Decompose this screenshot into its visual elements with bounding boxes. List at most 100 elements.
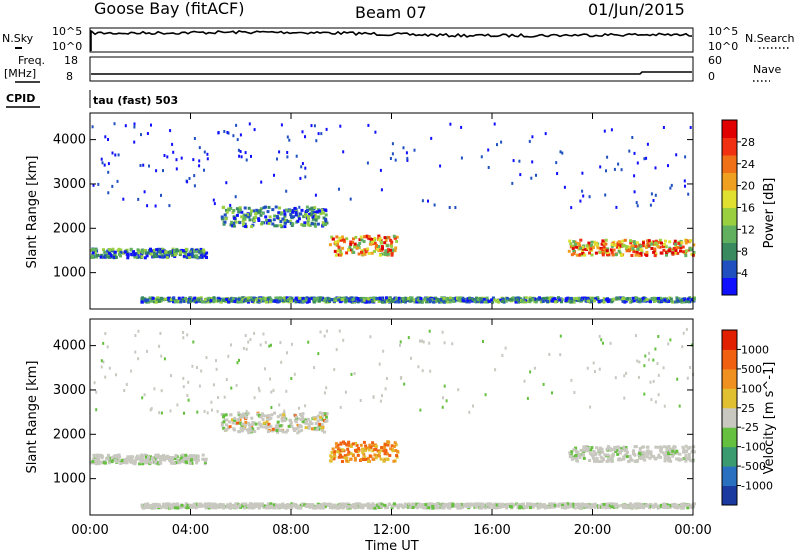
- echo-cell: [286, 503, 290, 506]
- echo-cell: [590, 240, 594, 244]
- echo-cell: [316, 419, 320, 423]
- echo-cell: [325, 300, 329, 304]
- echo-cell: [633, 459, 637, 463]
- echo-cell: [337, 245, 341, 249]
- echo-cell: [618, 246, 621, 250]
- echo-cell: [272, 218, 276, 222]
- echo-cell: [595, 244, 599, 248]
- echo-cell: [300, 223, 304, 227]
- echo-cell: [617, 162, 620, 166]
- colorbar-swatch: [722, 368, 737, 389]
- echo-cell: [102, 341, 105, 345]
- echo-cell: [352, 237, 355, 241]
- echo-cell: [310, 124, 313, 128]
- colorbar-tick-label: -25: [741, 421, 759, 434]
- echo-cell: [641, 241, 645, 245]
- echo-cell: [95, 453, 99, 457]
- echo-cell: [433, 296, 437, 300]
- echo-cell: [141, 396, 144, 400]
- echo-cell: [372, 504, 375, 508]
- echo-cell: [193, 456, 197, 460]
- echo-cell: [578, 253, 582, 257]
- echo-cell: [291, 222, 295, 226]
- echo-cell: [339, 124, 342, 128]
- echo-cell: [635, 241, 639, 245]
- echo-cell: [172, 462, 176, 465]
- echo-cell: [646, 445, 650, 449]
- nsky-label: N.Sky: [2, 32, 34, 45]
- echo-cell: [187, 380, 190, 384]
- echo-cell: [688, 246, 692, 250]
- echo-cell: [232, 224, 236, 228]
- echo-cell: [107, 251, 111, 255]
- echo-cell: [249, 338, 252, 342]
- echo-cell: [435, 297, 439, 301]
- echo-cell: [492, 505, 496, 509]
- echo-cell: [269, 424, 273, 428]
- echo-cell: [394, 300, 398, 304]
- echo-cell: [137, 251, 140, 255]
- echo-cell: [671, 454, 675, 458]
- echo-cell: [391, 298, 395, 302]
- echo-cell: [631, 247, 635, 251]
- echo-cell: [591, 297, 594, 301]
- echo-cell: [192, 248, 196, 252]
- echo-cell: [556, 172, 559, 175]
- echo-cell: [140, 460, 144, 464]
- echo-cell: [164, 297, 167, 301]
- echo-cell: [102, 461, 106, 465]
- echo-cell: [362, 452, 366, 456]
- echo-cell: [347, 450, 351, 454]
- echo-cell: [561, 506, 565, 509]
- echo-cell: [306, 417, 310, 421]
- echo-cell: [652, 199, 655, 202]
- echo-cell: [349, 452, 353, 456]
- echo-cell: [126, 256, 130, 260]
- echo-cell: [601, 450, 605, 454]
- y-tick-label: 1000: [53, 266, 86, 281]
- echo-cell: [469, 502, 473, 506]
- echo-cell: [353, 245, 357, 249]
- echo-cell: [623, 374, 626, 378]
- echo-cell: [266, 416, 270, 420]
- echo-cell: [290, 342, 293, 346]
- echo-cell: [613, 503, 617, 507]
- echo-cell: [663, 457, 667, 461]
- echo-cell: [488, 503, 492, 507]
- echo-cell: [264, 340, 267, 344]
- echo-cell: [630, 254, 634, 257]
- echo-cell: [394, 443, 398, 447]
- echo-cell: [649, 203, 652, 207]
- echo-cell: [165, 256, 169, 260]
- echo-cell: [244, 423, 248, 427]
- echo-cell: [686, 506, 690, 510]
- echo-cell: [323, 297, 327, 301]
- echo-cell: [590, 453, 594, 456]
- echo-cell: [231, 421, 235, 425]
- echo-cell: [300, 418, 304, 421]
- echo-cell: [199, 249, 203, 253]
- echo-cell: [160, 354, 163, 358]
- echo-cell: [197, 298, 201, 302]
- echo-cell: [333, 368, 336, 372]
- echo-cell: [119, 248, 123, 252]
- echo-cell: [95, 254, 99, 257]
- echo-cell: [615, 205, 618, 209]
- echo-cell: [383, 241, 387, 245]
- echo-cell: [241, 429, 244, 433]
- echo-cell: [285, 208, 288, 212]
- echo-cell: [344, 298, 348, 302]
- echo-cell: [362, 458, 366, 461]
- echo-cell: [529, 506, 532, 510]
- echo-cell: [677, 297, 681, 301]
- echo-cell: [236, 138, 239, 142]
- echo-cell: [667, 249, 671, 253]
- echo-cell: [349, 445, 353, 448]
- echo-cell: [575, 245, 579, 249]
- echo-cell: [143, 454, 147, 458]
- echo-cell: [278, 428, 281, 432]
- echo-cell: [392, 502, 396, 506]
- echo-cell: [319, 506, 323, 510]
- echo-cell: [283, 209, 287, 213]
- echo-cell: [604, 298, 608, 302]
